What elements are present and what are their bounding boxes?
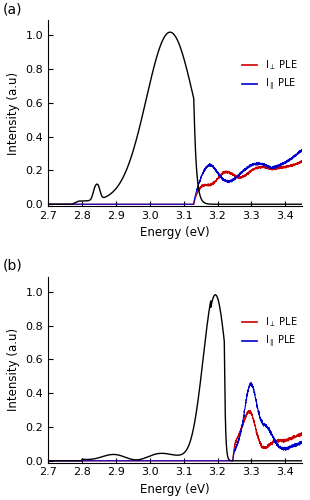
X-axis label: Energy (eV): Energy (eV): [140, 226, 210, 239]
Text: (b): (b): [2, 259, 22, 273]
Y-axis label: Intensity (a.u): Intensity (a.u): [7, 328, 20, 411]
Legend: I$_\perp$ PLE, I$_\parallel$ PLE: I$_\perp$ PLE, I$_\parallel$ PLE: [242, 58, 297, 93]
Y-axis label: Intensity (a.u): Intensity (a.u): [7, 72, 20, 154]
Text: (a): (a): [2, 2, 22, 16]
Legend: I$_\perp$ PLE, I$_\parallel$ PLE: I$_\perp$ PLE, I$_\parallel$ PLE: [242, 315, 297, 350]
X-axis label: Energy (eV): Energy (eV): [140, 483, 210, 496]
